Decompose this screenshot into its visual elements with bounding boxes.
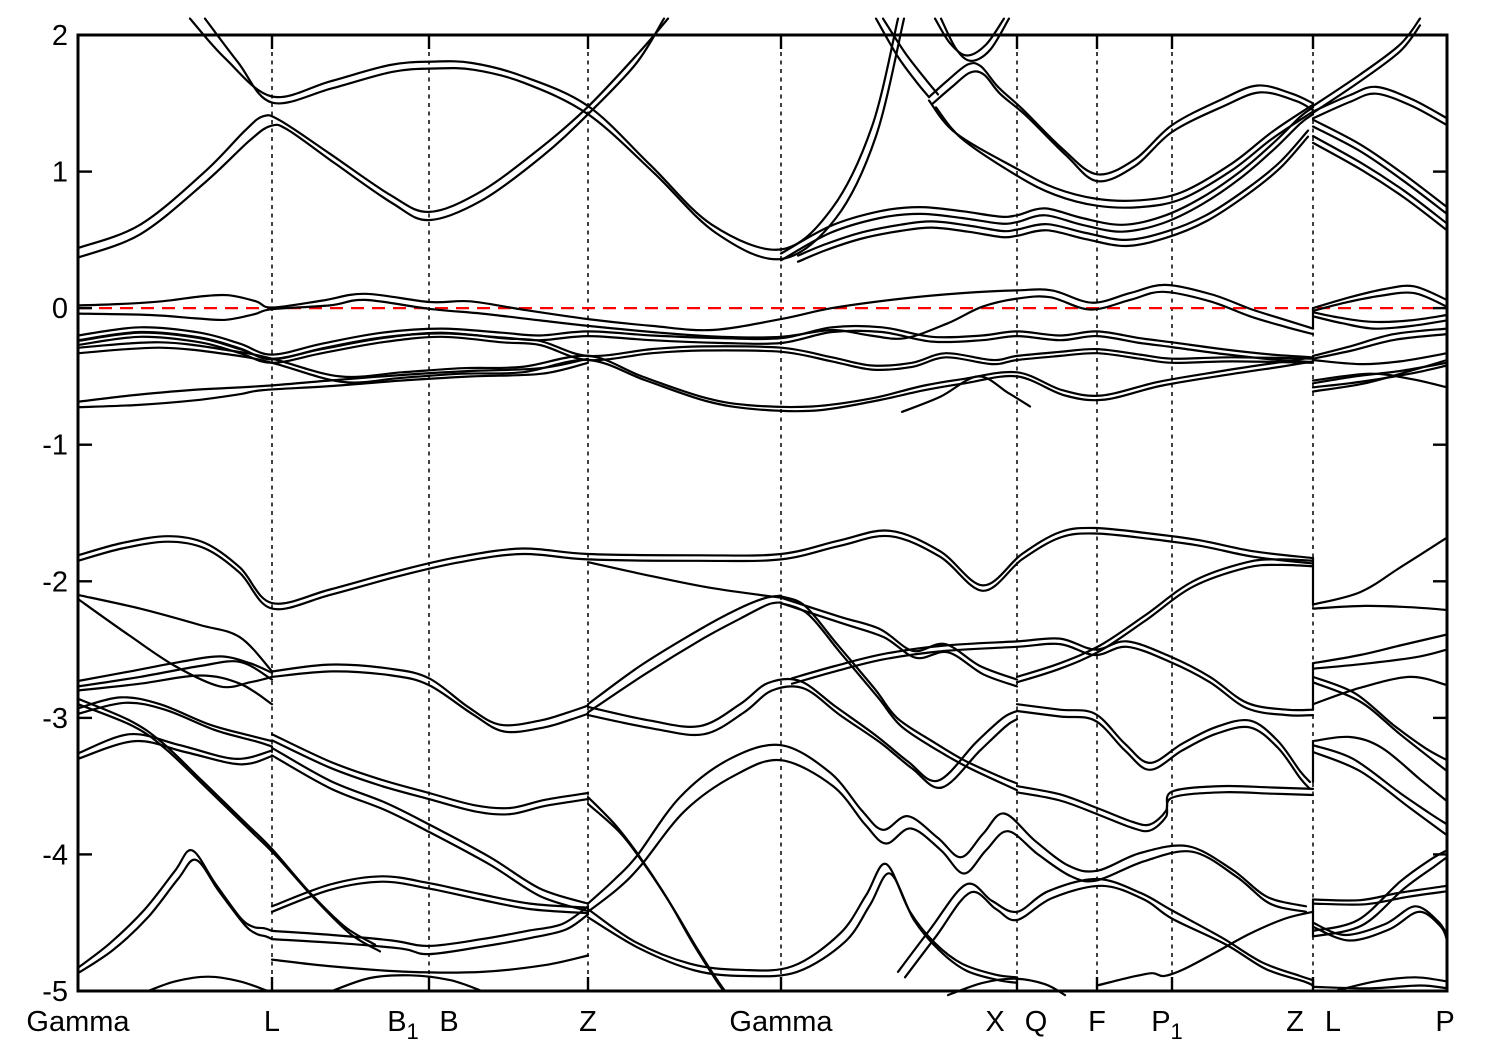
svg-text:-2: -2 bbox=[42, 566, 68, 598]
svg-text:-4: -4 bbox=[42, 839, 68, 871]
svg-text:X: X bbox=[985, 1006, 1004, 1038]
svg-text:Z: Z bbox=[579, 1006, 597, 1038]
svg-text:-1: -1 bbox=[42, 430, 68, 462]
svg-text:-3: -3 bbox=[42, 703, 68, 735]
svg-text:Q: Q bbox=[1025, 1006, 1048, 1038]
svg-text:B1: B1 bbox=[387, 1006, 419, 1044]
svg-text:2: 2 bbox=[52, 20, 68, 52]
svg-text:0: 0 bbox=[52, 293, 68, 325]
svg-text:Z: Z bbox=[1286, 1006, 1304, 1038]
svg-text:P: P bbox=[1435, 1006, 1454, 1038]
svg-text:L: L bbox=[264, 1006, 280, 1038]
svg-text:Gamma: Gamma bbox=[729, 1006, 833, 1038]
svg-text:B: B bbox=[439, 1006, 458, 1038]
svg-text:L: L bbox=[1325, 1006, 1341, 1038]
svg-text:-5: -5 bbox=[42, 976, 68, 1008]
svg-text:1: 1 bbox=[52, 157, 68, 189]
svg-text:F: F bbox=[1088, 1006, 1106, 1038]
svg-text:Gamma: Gamma bbox=[26, 1006, 130, 1038]
